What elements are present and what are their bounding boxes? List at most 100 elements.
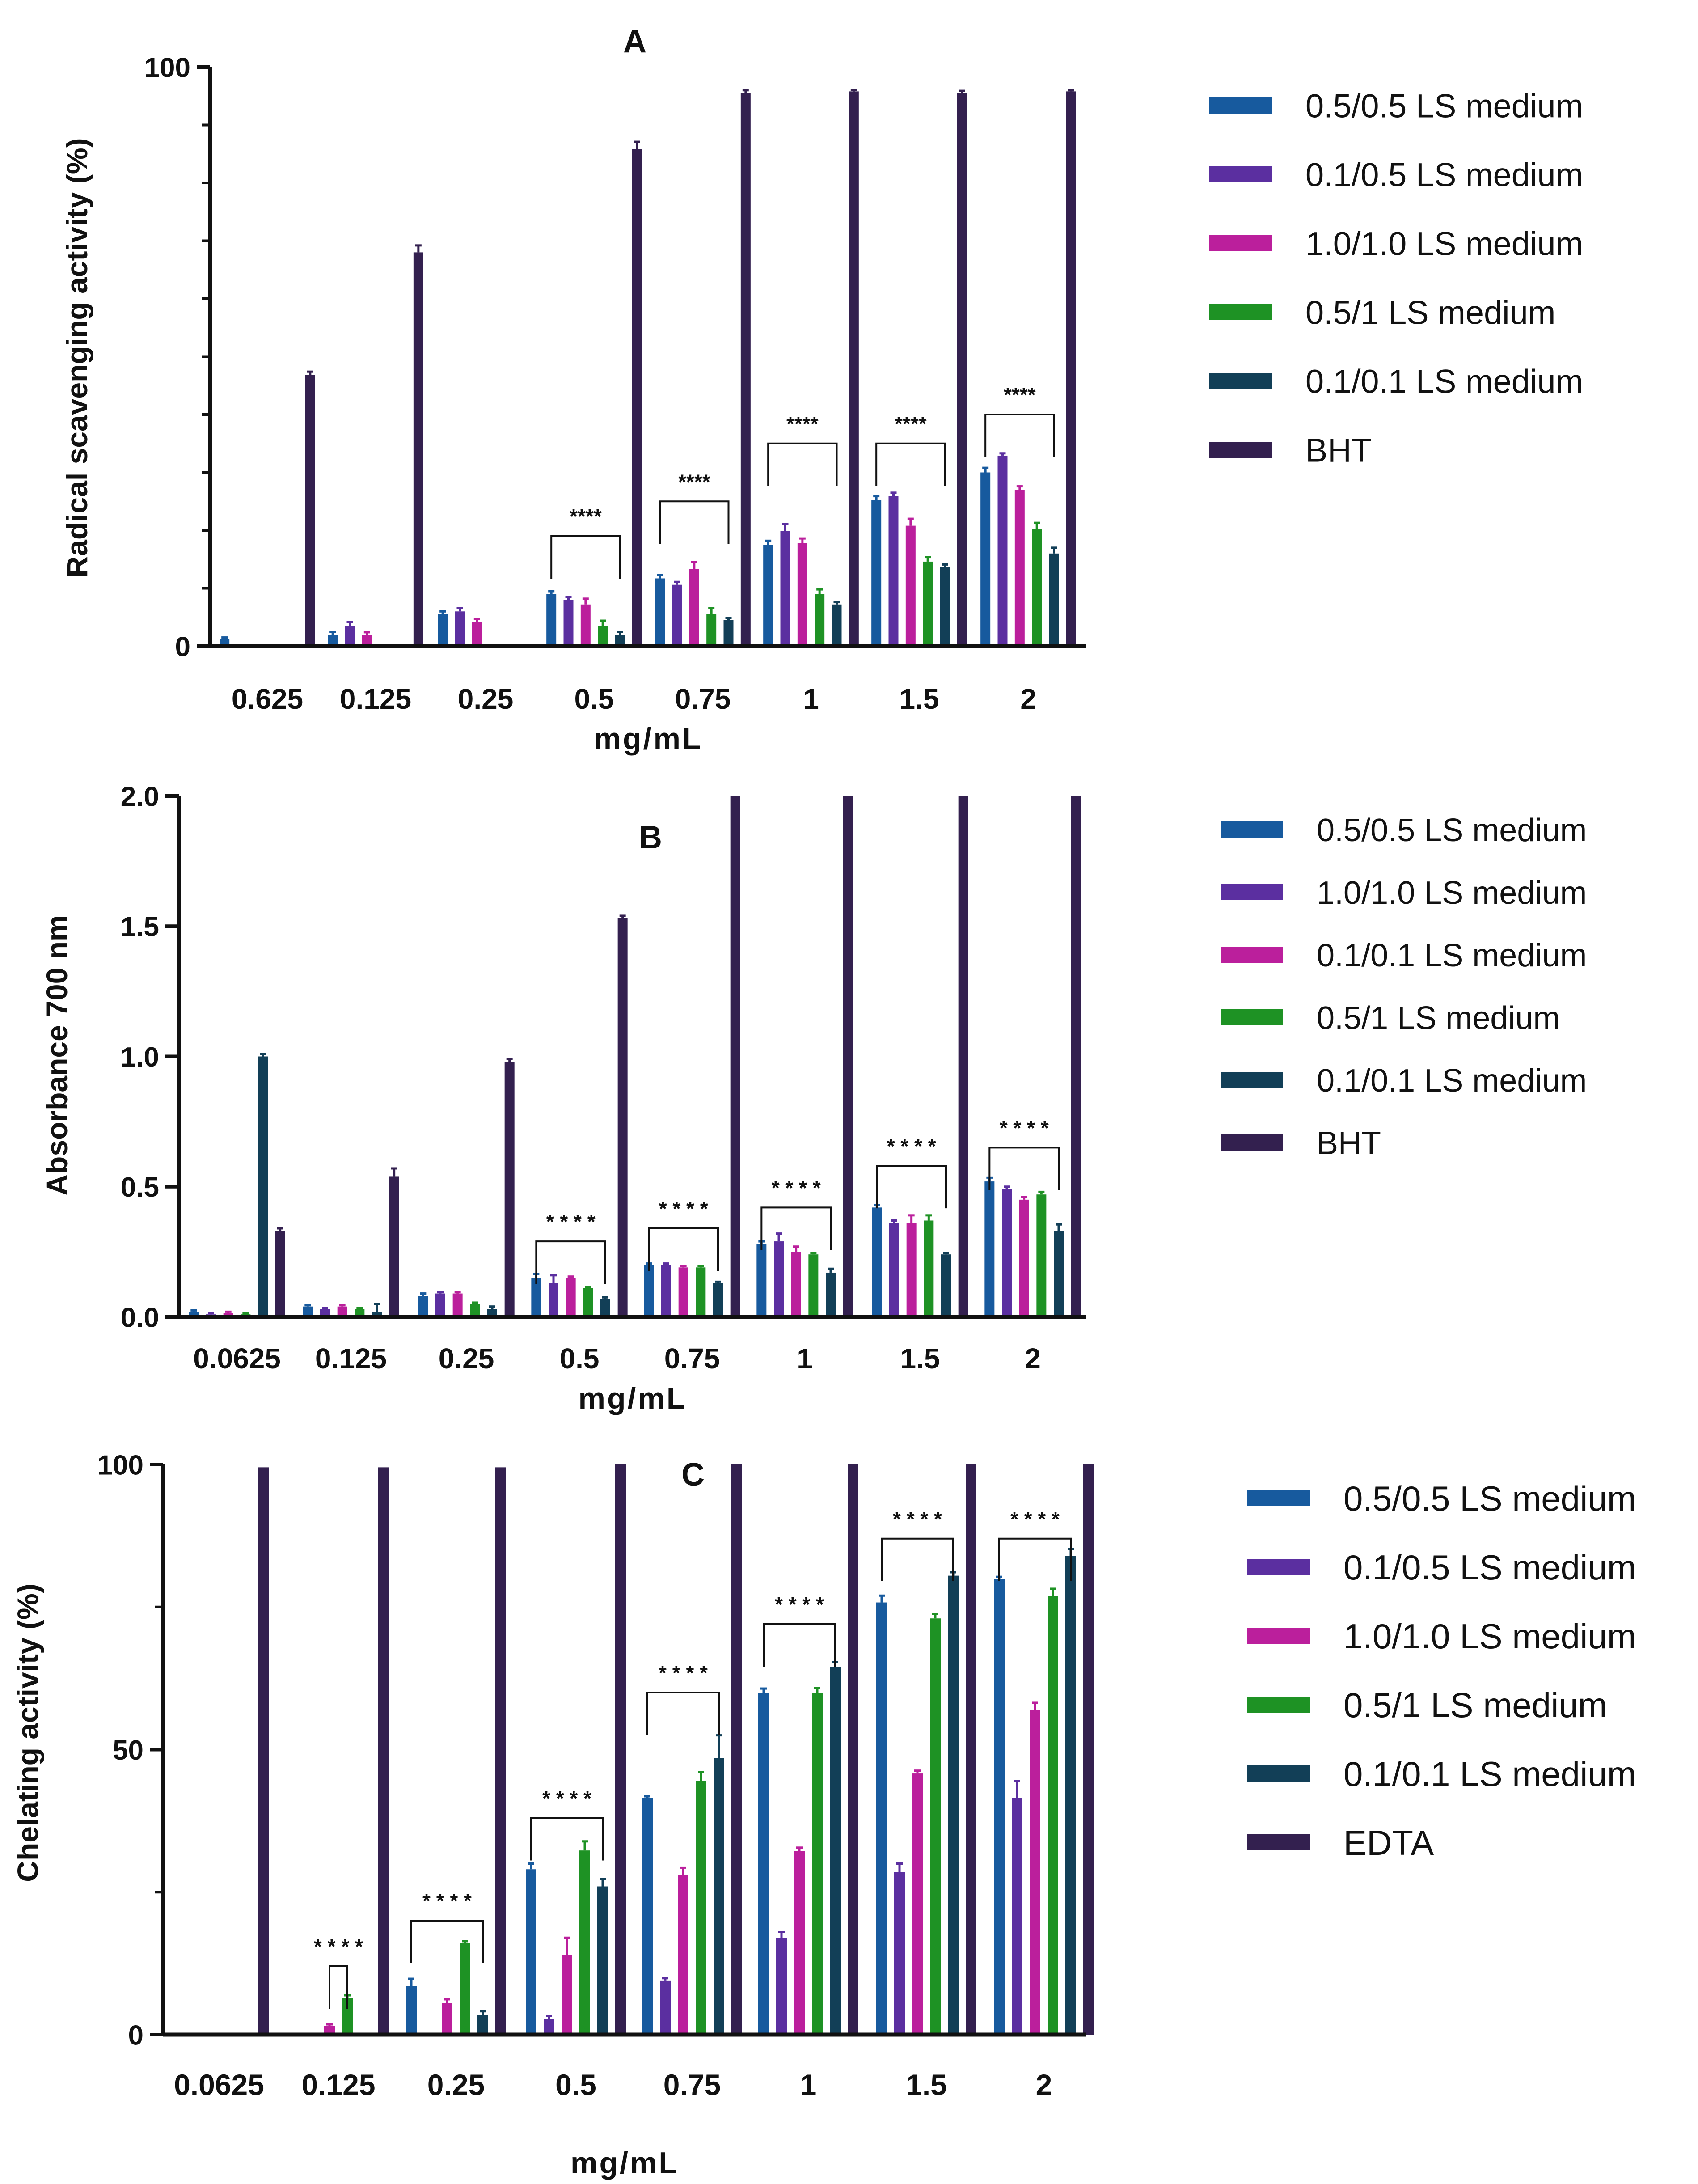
bar-A-s0-c5 xyxy=(763,545,773,646)
x-tick-label-C-4: 0.75 xyxy=(663,2068,721,2101)
significance-bracket-C-6 xyxy=(998,1537,1072,1581)
bar-B-s5-c7 xyxy=(1071,796,1081,1317)
x-tick-label-C-0: 0.0625 xyxy=(174,2068,264,2101)
bar-C-s4-c2 xyxy=(477,2015,488,2035)
significance-bracket-B-0 xyxy=(535,1240,606,1284)
panel-title-A: A xyxy=(623,24,646,59)
significance-label-A-0: **** xyxy=(570,505,602,528)
bar-B-s2-c3 xyxy=(566,1278,576,1317)
bar-A-s1-c7 xyxy=(997,455,1008,646)
bar-C-s1-c5 xyxy=(776,1938,787,2035)
x-tick-label-C-7: 2 xyxy=(1036,2068,1052,2101)
bar-B-s2-c6 xyxy=(906,1223,917,1317)
significance-bracket-B-1 xyxy=(648,1227,719,1271)
y-tick-label-B-0: 0.0 xyxy=(121,1302,159,1333)
bar-C-s0-c4 xyxy=(642,1798,653,2035)
bar-C-s3-c2 xyxy=(460,1943,470,2035)
bar-C-s4-c5 xyxy=(830,1667,841,2035)
bar-B-s3-c4 xyxy=(696,1267,706,1317)
bar-B-s3-c5 xyxy=(808,1254,819,1317)
significance-label-C-2: * * * * xyxy=(542,1787,591,1810)
bar-C-s3-c3 xyxy=(579,1850,590,2035)
bar-B-s4-c5 xyxy=(826,1272,836,1317)
bar-A-s0-c6 xyxy=(871,500,882,646)
legend-swatch-A-5 xyxy=(1209,442,1272,458)
x-tick-label-A-2: 0.25 xyxy=(458,683,514,715)
legend-swatch-A-0 xyxy=(1209,97,1272,114)
bar-A-s2-c1 xyxy=(362,635,372,646)
bar-A-s4-c6 xyxy=(940,567,950,646)
legend-swatch-C-1 xyxy=(1247,1559,1310,1575)
bar-B-s0-c2 xyxy=(418,1296,428,1317)
legend-swatch-C-0 xyxy=(1247,1490,1310,1506)
bar-C-s3-c4 xyxy=(696,1781,706,2035)
significance-bracket-A-0 xyxy=(550,535,621,579)
legend-label-C-2: 1.0/1.0 LS medium xyxy=(1343,1617,1636,1656)
y-tick-label-B-4: 2.0 xyxy=(121,781,159,812)
legend-swatch-B-0 xyxy=(1221,821,1283,838)
legend-label-A-2: 1.0/1.0 LS medium xyxy=(1305,225,1583,262)
significance-label-C-4: * * * * xyxy=(775,1593,824,1616)
bar-B-s1-c5 xyxy=(774,1241,784,1317)
x-axis-title-A: mg/mL xyxy=(594,722,703,756)
bar-A-s4-c5 xyxy=(832,604,842,646)
x-axis-title-C: mg/mL xyxy=(570,2146,679,2180)
legend-label-A-5: BHT xyxy=(1305,432,1372,469)
bar-A-s5-c1 xyxy=(413,252,423,646)
y-tick-label-B-2: 1.0 xyxy=(121,1042,159,1073)
significance-label-C-3: * * * * xyxy=(659,1661,708,1685)
bar-A-s0-c7 xyxy=(980,472,991,646)
x-tick-label-B-6: 1.5 xyxy=(900,1342,940,1375)
bar-B-s4-c0 xyxy=(258,1056,268,1317)
x-tick-label-A-6: 1.5 xyxy=(900,683,939,715)
legend-label-B-2: 0.1/0.1 LS medium xyxy=(1317,938,1587,973)
bar-C-s0-c3 xyxy=(526,1869,536,2035)
significance-label-C-0: * * * * xyxy=(314,1935,363,1958)
bar-A-s0-c3 xyxy=(546,594,557,646)
bar-B-s5-c6 xyxy=(958,796,968,1317)
x-tick-label-A-0: 0.625 xyxy=(232,683,303,715)
legend-swatch-B-5 xyxy=(1221,1134,1283,1151)
x-axis-title-B: mg/mL xyxy=(579,1381,687,1415)
bar-B-s0-c4 xyxy=(644,1265,654,1317)
significance-label-C-5: * * * * xyxy=(893,1507,942,1531)
significance-bracket-C-1 xyxy=(410,1920,484,1963)
bar-C-s4-c6 xyxy=(948,1575,959,2035)
significance-bracket-A-4 xyxy=(984,414,1055,457)
bar-C-s1-c7 xyxy=(1012,1798,1022,2035)
significance-label-B-3: * * * * xyxy=(887,1134,936,1158)
bar-A-s2-c7 xyxy=(1014,490,1025,646)
bar-B-s5-c4 xyxy=(730,796,740,1317)
bar-A-s4-c4 xyxy=(723,620,734,646)
significance-bracket-B-3 xyxy=(876,1165,947,1209)
x-tick-label-C-5: 1 xyxy=(800,2068,817,2101)
significance-bracket-B-4 xyxy=(988,1147,1060,1190)
bar-B-s2-c7 xyxy=(1019,1199,1029,1317)
bar-A-s1-c4 xyxy=(672,584,682,646)
significance-label-B-4: * * * * xyxy=(1000,1116,1049,1139)
legend-swatch-C-5 xyxy=(1247,1834,1310,1850)
bar-B-s4-c4 xyxy=(713,1283,723,1317)
bar-B-s0-c6 xyxy=(872,1207,882,1317)
bar-B-s5-c0 xyxy=(275,1231,285,1317)
bar-B-s5-c2 xyxy=(504,1062,515,1317)
bar-A-s2-c4 xyxy=(689,569,699,646)
significance-bracket-A-1 xyxy=(659,500,730,544)
legend-label-A-4: 0.1/0.1 LS medium xyxy=(1305,363,1583,400)
legend-swatch-B-4 xyxy=(1221,1072,1283,1088)
bar-B-s0-c1 xyxy=(303,1306,313,1317)
bar-B-s2-c5 xyxy=(791,1252,801,1317)
chart-panel-C: * * * * * * * * * * * * * * * * * * * * * * *… xyxy=(11,1450,1636,2180)
bar-B-s3-c3 xyxy=(583,1288,593,1317)
bar-A-s0-c1 xyxy=(328,635,338,646)
bar-A-s4-c3 xyxy=(615,635,625,646)
legend-swatch-B-2 xyxy=(1221,947,1283,963)
bar-C-s3-c7 xyxy=(1048,1596,1058,2035)
legend-swatch-C-4 xyxy=(1247,1765,1310,1782)
significance-bracket-C-5 xyxy=(881,1537,954,1581)
bar-B-s0-c5 xyxy=(756,1244,767,1317)
bar-C-s2-c5 xyxy=(794,1851,805,2035)
bar-C-s1-c3 xyxy=(544,2019,554,2035)
bar-A-s3-c3 xyxy=(598,626,608,646)
significance-bracket-C-2 xyxy=(530,1817,604,1861)
